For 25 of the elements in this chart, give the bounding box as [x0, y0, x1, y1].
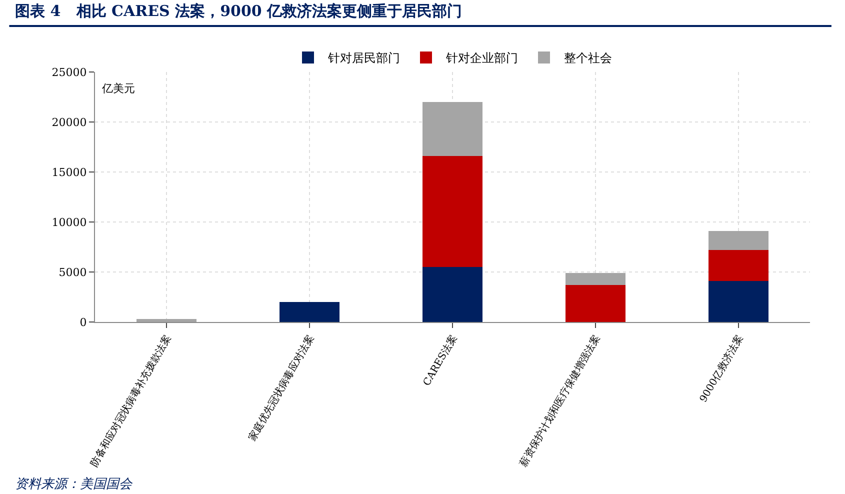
y-tick-label: 20000 [52, 116, 87, 129]
chart-title: 图表 4 相比 CARES 法案，9000 亿救济法案更侧重于居民部门 [15, 2, 462, 20]
legend-label: 针对居民部门 [327, 51, 400, 66]
bar [565, 285, 626, 322]
bar [422, 102, 483, 156]
y-axis-title: 亿美元 [101, 82, 135, 95]
bar [422, 156, 483, 267]
text: 资料来源：美国国会 [15, 476, 133, 492]
y-tick-label: 5000 [58, 266, 87, 279]
x-tick-label: 防备和应对冠状病毒补充拨款法案 [88, 333, 174, 469]
y-tick-label: 25000 [52, 66, 87, 79]
bar [708, 250, 769, 281]
bar [422, 267, 483, 322]
bar [708, 281, 769, 322]
legend-label: 针对企业部门 [445, 51, 518, 66]
y-tick-label: 15000 [52, 166, 87, 179]
x-tick-label: 薪资保护计划和医疗保健增强法案 [517, 333, 602, 469]
bar [565, 273, 626, 285]
y-tick-label: 10000 [52, 216, 87, 229]
x-tick-label: 家庭优先冠状病毒应对法案 [246, 333, 316, 443]
bar [136, 319, 197, 322]
y-tick-label: 0 [80, 316, 87, 329]
bar [279, 302, 340, 322]
legend-label: 整个社会 [564, 51, 612, 66]
bar [708, 231, 769, 250]
